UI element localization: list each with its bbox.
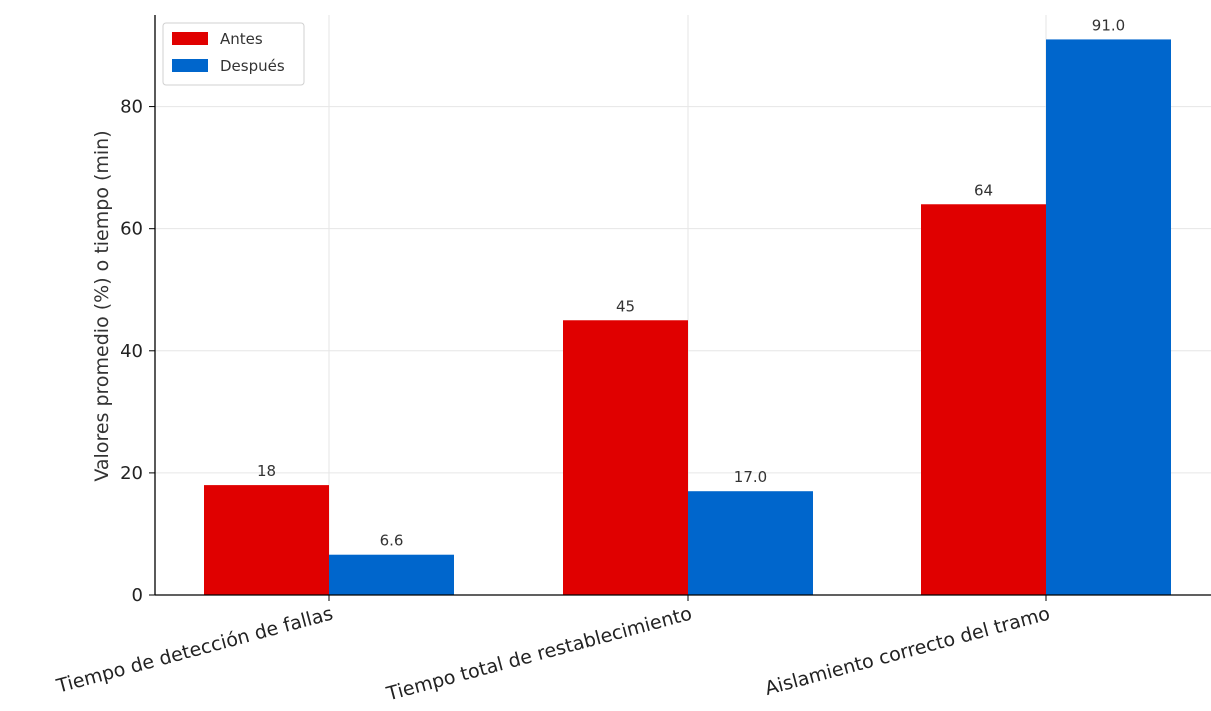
axes: [154, 15, 1211, 596]
legend-swatch: [172, 59, 208, 72]
bar-value-label: 45: [616, 297, 635, 315]
bar-value-label: 6.6: [380, 532, 404, 550]
bar: [921, 204, 1046, 595]
y-tick-label: 0: [132, 585, 143, 606]
bar-value-label: 17.0: [734, 468, 767, 486]
tick-labels: 0 20 40 60 80 Tiempo de detección de fallas Ti…: [53, 97, 1052, 706]
y-tick-label: 20: [120, 463, 143, 484]
bars: [204, 39, 1171, 596]
legend-swatch: [172, 32, 208, 45]
x-tick-label: Tiempo total de restablecimiento: [383, 603, 694, 706]
bar: [329, 554, 454, 595]
bar: [1046, 39, 1171, 596]
bar: [204, 485, 329, 595]
bar-value-label: 64: [974, 181, 993, 199]
y-tick-label: 80: [120, 97, 143, 118]
legend-label: Antes: [220, 30, 263, 48]
legend-label: Después: [220, 57, 285, 75]
bar-value-label: 18: [257, 462, 276, 480]
x-tick-label: Tiempo de detección de fallas: [53, 603, 335, 698]
y-tick-label: 60: [120, 219, 143, 240]
data-labels: 18 45 64 6.6 17.0 91.0: [257, 16, 1125, 549]
bar: [563, 320, 688, 595]
x-tick-label: Aislamiento correcto del tramo: [763, 603, 1053, 700]
legend: Antes Después: [162, 22, 305, 86]
bar-value-label: 91.0: [1092, 16, 1125, 34]
y-axis-label: Valores promedio (%) o tiempo (min): [91, 130, 113, 481]
bar: [688, 491, 813, 595]
y-tick-label: 40: [120, 341, 143, 362]
